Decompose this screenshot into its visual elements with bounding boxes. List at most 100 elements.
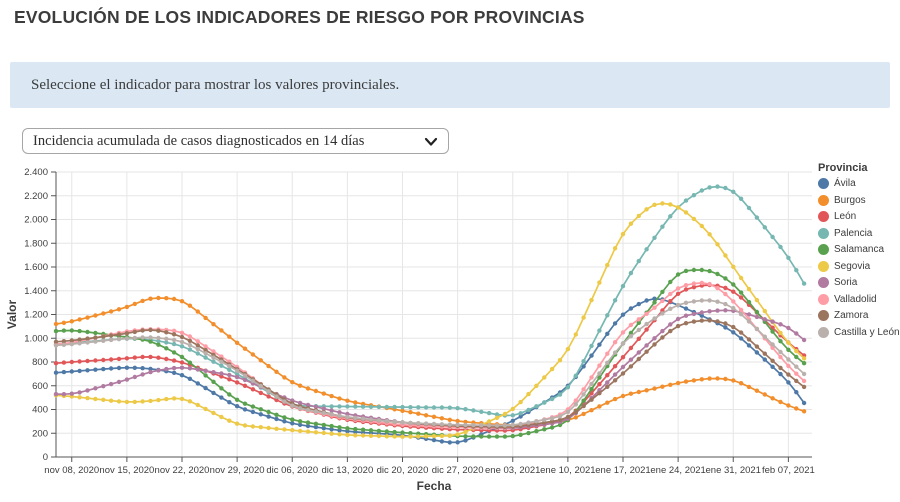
data-point [108, 333, 114, 338]
legend-marker-icon [818, 326, 829, 338]
series-león[interactable] [53, 282, 807, 433]
data-point [668, 202, 673, 207]
data-point [242, 377, 248, 383]
series-zamora[interactable] [53, 318, 807, 430]
data-point [234, 340, 240, 345]
data-point [636, 327, 641, 333]
data-point [148, 335, 153, 340]
data-point [258, 358, 263, 363]
data-point [715, 376, 720, 381]
data-point [447, 422, 452, 427]
data-point [479, 409, 484, 414]
data-point [353, 404, 358, 409]
x-tick-label: ene 24, 2021 [650, 465, 705, 476]
data-point [376, 433, 382, 439]
data-point [707, 268, 712, 274]
data-point [61, 342, 67, 347]
data-point [321, 410, 326, 416]
data-point [219, 414, 224, 420]
data-point [321, 422, 326, 428]
data-point [786, 357, 791, 362]
data-point [250, 352, 256, 357]
series-soria[interactable] [53, 308, 807, 431]
legend-item[interactable]: Valladolid [818, 293, 900, 305]
data-point [164, 396, 169, 402]
data-point [801, 384, 807, 390]
data-point [699, 188, 704, 193]
series-burgos[interactable] [53, 295, 807, 428]
legend-item[interactable]: Salamanca [818, 244, 900, 255]
legend-item[interactable]: Ávila [818, 178, 900, 189]
data-point [53, 361, 59, 366]
data-point [778, 322, 783, 327]
data-point [321, 426, 326, 431]
legend-marker-icon [818, 260, 829, 272]
data-point [770, 319, 775, 324]
data-point [597, 391, 602, 396]
data-point [290, 428, 295, 433]
data-point [746, 384, 752, 390]
data-point [597, 371, 602, 376]
data-point [581, 403, 586, 409]
data-point [707, 318, 712, 323]
data-point [93, 367, 98, 372]
data-point [203, 406, 208, 412]
data-point [628, 391, 634, 396]
data-point [187, 334, 193, 339]
legend-item[interactable]: Segovia [818, 260, 900, 272]
data-point [329, 404, 334, 409]
series-castilla-y-león[interactable] [53, 298, 807, 428]
series-salamanca[interactable] [53, 267, 807, 439]
data-point [447, 405, 452, 410]
data-point [644, 349, 649, 354]
y-tick-label: 2.200 [24, 191, 48, 202]
data-point [93, 330, 98, 336]
y-tick-label: 1.200 [24, 310, 48, 321]
x-tick-label: nov 15, 2020 [99, 465, 154, 476]
data-point [699, 280, 704, 286]
data-point [408, 434, 413, 439]
legend-item[interactable]: Palencia [818, 227, 900, 239]
data-point [408, 431, 413, 436]
data-point [762, 334, 767, 339]
data-point [636, 317, 641, 322]
data-point [683, 300, 689, 305]
data-point [148, 354, 153, 360]
data-point [691, 285, 697, 290]
series-segovia[interactable] [53, 201, 807, 439]
data-point [612, 246, 618, 251]
data-point [219, 371, 224, 376]
legend-item[interactable]: Burgos [818, 194, 900, 206]
legend-item[interactable]: León [818, 211, 900, 222]
legend-item[interactable]: Soria [818, 277, 900, 288]
data-point [605, 262, 610, 268]
data-point [526, 430, 531, 436]
data-point [660, 335, 665, 340]
data-point [597, 404, 602, 409]
data-point [738, 290, 744, 295]
legend-item[interactable]: Zamora [818, 310, 900, 321]
legend-item[interactable]: Castilla y León [818, 326, 900, 338]
data-point [612, 364, 618, 369]
data-point [731, 289, 736, 294]
data-point [179, 339, 185, 345]
data-point [542, 400, 547, 405]
data-point [250, 409, 256, 415]
data-point [313, 424, 319, 430]
data-point [565, 385, 571, 390]
x-tick-label: nov 08, 2020 [44, 465, 99, 476]
data-point [392, 404, 397, 410]
data-point [612, 340, 618, 345]
data-point [675, 302, 681, 308]
data-point [400, 420, 405, 425]
data-point [203, 385, 208, 391]
data-point [69, 369, 75, 374]
data-point [683, 306, 689, 311]
indicator-select[interactable]: Incidencia acumulada de casos diagnostic… [22, 128, 449, 154]
data-point [297, 422, 303, 427]
data-point [754, 309, 760, 315]
data-point [108, 309, 114, 314]
data-point [715, 319, 720, 324]
data-point [408, 410, 413, 415]
